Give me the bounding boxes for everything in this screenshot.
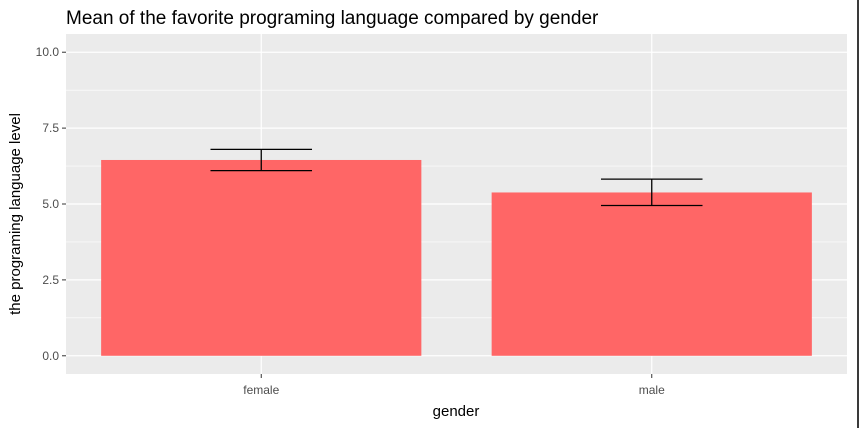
y-tick-label: 0.0 <box>42 349 59 363</box>
y-tick-label: 2.5 <box>42 273 59 287</box>
y-axis-title: the programing language level <box>7 113 24 315</box>
x-tick-label: female <box>243 383 279 397</box>
error-bar-male <box>600 178 703 207</box>
error-bars <box>210 148 703 207</box>
error-bar-female <box>210 148 313 172</box>
y-tick-label: 10.0 <box>36 45 60 59</box>
x-tick-label: male <box>639 383 665 397</box>
chart-title: Mean of the favorite programing language… <box>66 8 599 29</box>
x-axis-title: gender <box>433 403 480 420</box>
bars <box>101 159 812 356</box>
bar-male <box>491 192 812 356</box>
y-axis: 0.0 2.5 5.0 7.5 10.0 <box>36 45 66 363</box>
y-tick-label: 5.0 <box>42 197 59 211</box>
window-edge <box>857 0 859 428</box>
y-tick-label: 7.5 <box>42 121 59 135</box>
x-axis: female male <box>243 374 665 397</box>
bar-female <box>101 159 422 356</box>
